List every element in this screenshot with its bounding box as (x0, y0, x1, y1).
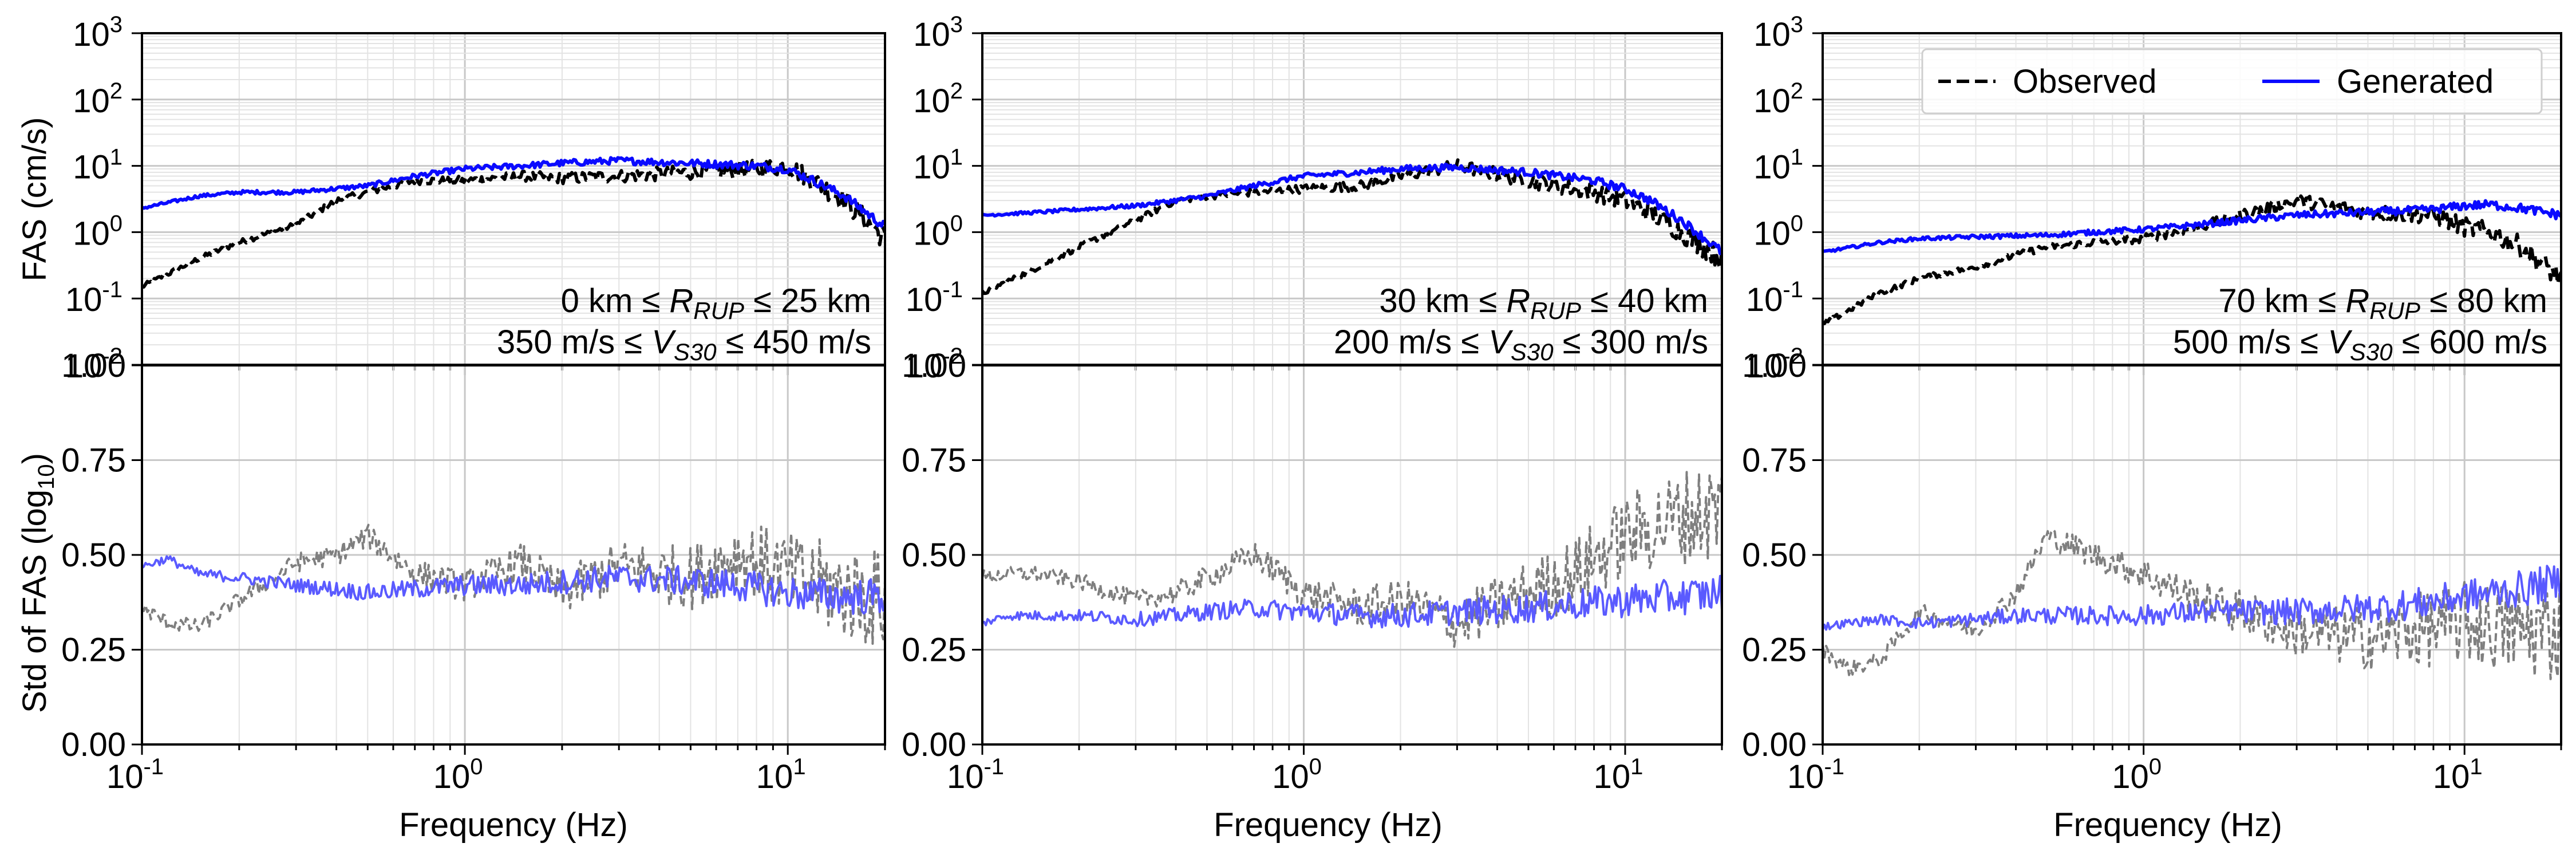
x-tick-label: 101 (1594, 754, 1643, 795)
plot-area (142, 523, 885, 645)
annotation: 30 km ≤ RRUP ≤ 40 km (1379, 282, 1708, 324)
y-tick-label: 100 (1753, 211, 1803, 252)
y-tick-label: 10-1 (906, 277, 963, 318)
y-tick-label: 101 (913, 145, 963, 186)
y-tick-label: 100 (73, 211, 123, 252)
plot-area (982, 471, 1722, 648)
series-generated (1823, 199, 2561, 253)
y-tick-label: 10-2 (1746, 344, 1803, 385)
series-observed (1823, 528, 2561, 680)
y-tick-label: 103 (73, 12, 123, 53)
panel-1-2: 10-2 10-1 100 101 102 103 30 km ≤ RRUP ≤ 40 km… (906, 12, 1723, 385)
y-tick-label: 0.00 (61, 726, 126, 763)
x-tick-label: 100 (2112, 754, 2162, 795)
x-tick-label: 100 (1272, 754, 1322, 795)
y-tick-label: 102 (913, 78, 963, 120)
xlabel-panel-1: Frequency (Hz) (399, 806, 628, 844)
panel-2-1: 10-1 100 101 0.00 0.25 0.50 0.75 1.00 (61, 347, 886, 795)
legend-observed-label: Observed (2013, 63, 2156, 100)
y-tick-label: 10-2 (906, 344, 963, 385)
legend-box (1921, 48, 2543, 115)
y-tick-label: 103 (913, 12, 963, 53)
series-generated (1823, 565, 2561, 631)
ylabel-top: FAS (cm/s) (16, 117, 53, 282)
series-generated (142, 555, 885, 615)
y-tick-label: 103 (1753, 12, 1803, 53)
legend-generated-label: Generated (2337, 63, 2494, 100)
panel-2-3: 10-1 100 101 0.00 0.25 0.50 0.75 1.00 (1742, 347, 2562, 795)
series-generated (142, 156, 885, 228)
series-generated (982, 163, 1722, 255)
x-tick-label: 10-1 (947, 754, 1004, 795)
y-tick-label: 1.00 (902, 347, 966, 384)
panel-1-1: 10-2 10-1 100 101 102 103 0 km ≤ RRUP ≤ 25 km3… (65, 12, 886, 385)
annotation: 0 km ≤ RRUP ≤ 25 km (561, 282, 871, 324)
y-tick-label: 0.75 (902, 442, 966, 479)
series-observed (982, 158, 1722, 295)
y-tick-label: 102 (1753, 78, 1803, 120)
x-tick-label: 101 (756, 754, 806, 795)
x-tick-label: 10-1 (106, 754, 164, 795)
y-tick-label: 102 (73, 78, 123, 120)
y-tick-label: 0.00 (902, 726, 966, 763)
plot-area (142, 156, 885, 289)
y-tick-label: 0.50 (61, 537, 126, 574)
y-tick-label: 0.75 (61, 442, 126, 479)
y-tick-label: 10-1 (65, 277, 123, 318)
annotation: 200 m/s ≤ VS30 ≤ 300 m/s (1334, 324, 1708, 365)
y-tick-label: 10-2 (65, 344, 123, 385)
y-tick-label: 0.00 (1742, 726, 1807, 763)
y-tick-label: 0.25 (902, 632, 966, 669)
series-generated (982, 574, 1722, 629)
panel-1-3: 10-2 10-1 100 101 102 103 70 km ≤ RRUP ≤ 80 km… (1746, 12, 2562, 385)
series-observed (982, 471, 1722, 648)
annotation: 350 m/s ≤ VS30 ≤ 450 m/s (497, 324, 871, 365)
y-tick-label: 1.00 (1742, 347, 1807, 384)
annotation: 70 km ≤ RRUP ≤ 80 km (2218, 282, 2547, 324)
y-tick-label: 100 (913, 211, 963, 252)
ylabel-bottom: Std of FAS (log10) (16, 453, 59, 713)
x-tick-label: 100 (433, 754, 483, 795)
y-tick-label: 1.00 (61, 347, 126, 384)
y-tick-label: 101 (1753, 145, 1803, 186)
series-observed (1823, 194, 2561, 326)
y-tick-label: 10-1 (1746, 277, 1803, 318)
series-observed (142, 523, 885, 645)
y-tick-label: 0.75 (1742, 442, 1807, 479)
panel-2-2: 10-1 100 101 0.00 0.25 0.50 0.75 1.00 (902, 347, 1723, 795)
y-tick-label: 0.50 (902, 537, 966, 574)
plot-area (1823, 528, 2561, 680)
y-tick-label: 0.25 (1742, 632, 1807, 669)
xlabel-panel-2: Frequency (Hz) (1214, 806, 1443, 844)
x-tick-label: 101 (2433, 754, 2483, 795)
plot-area (982, 158, 1722, 295)
y-tick-label: 0.25 (61, 632, 126, 669)
y-tick-label: 101 (73, 145, 123, 186)
x-tick-label: 10-1 (1787, 754, 1844, 795)
plot-area (1823, 194, 2561, 326)
xlabel-panel-3: Frequency (Hz) (2053, 806, 2282, 844)
annotation: 500 m/s ≤ VS30 ≤ 600 m/s (2173, 324, 2547, 365)
y-tick-label: 0.50 (1742, 537, 1807, 574)
